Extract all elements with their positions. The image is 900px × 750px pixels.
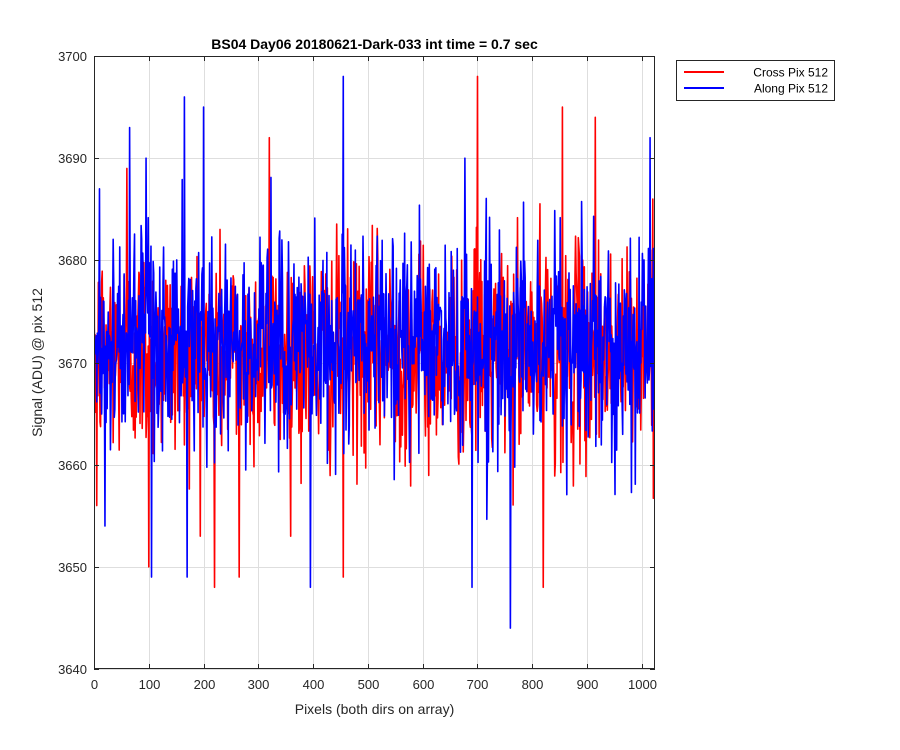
series-layer — [94, 75, 655, 629]
x-tick-label: 400 — [303, 677, 325, 692]
x-tick-label: 800 — [522, 677, 544, 692]
y-tick-label: 3700 — [58, 49, 87, 64]
x-tick-label: 900 — [577, 677, 599, 692]
legend: Cross Pix 512 Along Pix 512 — [676, 60, 835, 101]
legend-label-along: Along Pix 512 — [754, 82, 828, 96]
legend-box — [676, 60, 835, 101]
y-tick-label: 3640 — [58, 662, 87, 677]
x-tick-label: 600 — [413, 677, 435, 692]
x-tick-label: 700 — [467, 677, 489, 692]
y-tick-label: 3680 — [58, 253, 87, 268]
x-axis: 0 100 200 300 400 500 600 700 800 900 1000 — [91, 56, 657, 692]
x-tick-label: 1000 — [628, 677, 657, 692]
chart-title: BS04 Day06 20180621-Dark-033 int time = … — [211, 36, 538, 52]
series-line-along — [94, 75, 655, 629]
y-tick-label: 3690 — [58, 151, 87, 166]
x-tick-label: 0 — [91, 677, 98, 692]
y-tick-label: 3650 — [58, 560, 87, 575]
x-axis-label: Pixels (both dirs on array) — [295, 701, 455, 717]
y-tick-label: 3670 — [58, 356, 87, 371]
plot-frame — [94, 56, 655, 669]
x-tick-label: 300 — [248, 677, 270, 692]
x-tick-label: 100 — [139, 677, 161, 692]
x-tick-label: 500 — [358, 677, 380, 692]
legend-label-cross: Cross Pix 512 — [753, 66, 828, 80]
y-axis: 3640 3650 3660 3670 3680 3690 3700 — [58, 49, 655, 677]
y-axis-label: Signal (ADU) @ pix 512 — [29, 288, 45, 437]
y-tick-label: 3660 — [58, 458, 87, 473]
x-tick-label: 200 — [194, 677, 216, 692]
